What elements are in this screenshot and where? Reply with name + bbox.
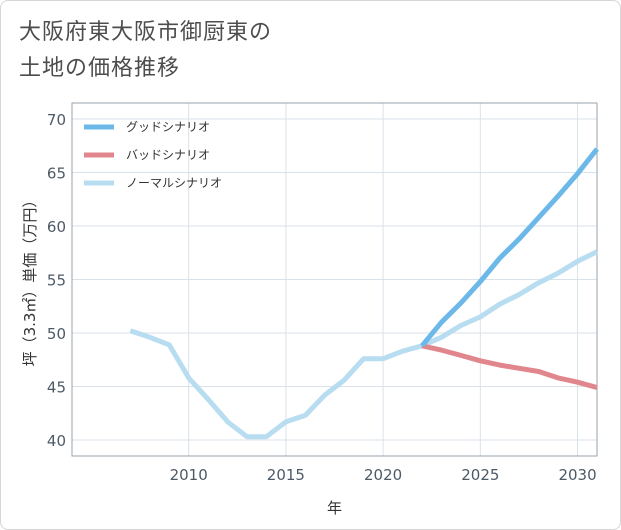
x-axis-label: 年	[327, 499, 342, 517]
legend-label: バッドシナリオ	[126, 148, 210, 162]
legend-label: グッドシナリオ	[126, 120, 210, 134]
x-tick-label: 2010	[170, 466, 208, 484]
series-layer	[129, 147, 599, 440]
y-tick-label: 65	[47, 165, 66, 183]
x-tick-label: 2025	[461, 466, 499, 484]
series-line-1	[420, 147, 599, 348]
x-tick-label: 2015	[267, 466, 305, 484]
series-line-3	[129, 249, 599, 440]
y-tick-label: 60	[47, 218, 66, 236]
chart-title-line-2: 土地の価格推移	[19, 56, 181, 81]
x-tick-labels: 2010 2015 2020 2025 2030	[170, 466, 597, 484]
legend-label: ノーマルシナリオ	[126, 176, 222, 190]
plot-frame	[71, 102, 598, 457]
y-tick-label: 50	[47, 325, 66, 343]
y-axis-label: 坪（3.3㎡）単価（万円）	[21, 193, 39, 367]
chart-title: 大阪府東大阪市御厨東の 土地の価格推移	[19, 15, 439, 87]
grid-lines	[72, 103, 597, 456]
y-tick-label: 45	[47, 378, 66, 396]
y-tick-label: 70	[47, 111, 66, 129]
y-tick-label: 40	[47, 432, 66, 450]
series-line-2	[421, 343, 598, 390]
y-tick-labels: 40 45 50 55 60 65 70	[47, 111, 66, 450]
x-tick-label: 2020	[364, 466, 402, 484]
y-tick-label: 55	[47, 272, 66, 290]
chart-title-line-1: 大阪府東大阪市御厨東の	[19, 20, 273, 45]
x-tick-label: 2030	[558, 466, 596, 484]
